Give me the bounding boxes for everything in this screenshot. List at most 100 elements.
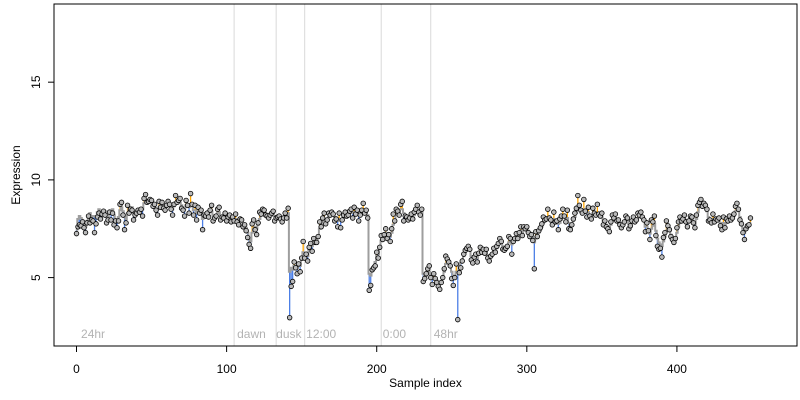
- data-point: [689, 214, 695, 220]
- data-point: [270, 208, 276, 214]
- data-point: [563, 219, 569, 225]
- segment-label-1: dawn: [237, 327, 266, 341]
- data-point: [375, 255, 381, 261]
- data-point: [115, 218, 122, 224]
- data-point: [300, 238, 306, 245]
- data-point: [698, 196, 704, 203]
- data-point: [567, 227, 574, 233]
- segment-label-0: 24hr: [81, 327, 105, 341]
- data-point: [181, 213, 188, 219]
- data-point: [205, 214, 212, 220]
- data-point: [746, 222, 752, 228]
- data-point: [564, 207, 571, 213]
- data-point: [357, 212, 363, 218]
- data-point: [316, 219, 323, 225]
- data-point: [492, 249, 498, 255]
- data-point: [148, 197, 155, 204]
- data-point: [438, 279, 444, 286]
- data-point: [130, 217, 137, 223]
- x-axis-title: Sample index: [389, 376, 462, 390]
- data-point: [318, 224, 324, 230]
- data-point: [422, 275, 428, 282]
- data-point: [651, 213, 658, 219]
- data-point: [193, 217, 200, 223]
- data-point: [483, 246, 489, 252]
- segment-label-2: dusk: [276, 327, 302, 341]
- data-point: [81, 225, 87, 231]
- data-point: [238, 217, 245, 223]
- data-point: [731, 211, 737, 217]
- data-point: [321, 210, 327, 216]
- data-point: [627, 223, 634, 229]
- data-point: [383, 226, 389, 232]
- data-point: [303, 251, 309, 257]
- data-point: [662, 229, 668, 236]
- y-axis-title: Expression: [9, 145, 23, 204]
- y-tick-label: 5: [29, 274, 43, 281]
- data-point: [324, 217, 330, 223]
- data-point: [244, 234, 251, 241]
- y-tick-label: 15: [29, 75, 43, 89]
- data-point: [166, 201, 173, 208]
- data-point: [663, 218, 670, 224]
- data-point: [208, 202, 215, 208]
- data-point: [672, 235, 679, 242]
- data-point: [645, 227, 652, 234]
- data-point: [686, 218, 692, 224]
- data-point: [458, 265, 464, 271]
- data-point: [250, 217, 257, 223]
- data-point: [241, 222, 248, 228]
- data-point: [366, 287, 372, 294]
- data-point: [582, 208, 589, 214]
- data-point: [184, 202, 191, 208]
- data-point: [288, 283, 294, 290]
- data-point: [551, 209, 557, 215]
- data-point: [368, 282, 374, 289]
- data-point: [459, 258, 465, 264]
- data-point: [419, 206, 425, 212]
- data-point: [530, 237, 536, 244]
- data-point: [417, 212, 423, 218]
- data-point: [123, 220, 129, 226]
- data-point: [162, 207, 168, 213]
- data-point: [528, 231, 535, 238]
- data-point: [121, 227, 128, 233]
- data-point: [377, 244, 383, 251]
- data-point: [660, 234, 667, 241]
- x-tick-label: 0: [73, 362, 80, 376]
- data-point: [741, 236, 748, 243]
- data-point: [734, 200, 740, 207]
- data-point: [585, 204, 592, 210]
- data-point: [633, 217, 640, 223]
- data-point: [187, 190, 194, 197]
- data-point: [548, 217, 554, 223]
- data-point: [232, 211, 239, 217]
- data-point: [486, 258, 492, 264]
- data-point: [545, 206, 551, 212]
- data-point: [387, 238, 393, 245]
- data-point: [615, 217, 622, 223]
- data-point: [452, 274, 458, 281]
- y-tick-label: 10: [29, 173, 43, 187]
- data-point: [681, 212, 688, 218]
- data-point: [102, 212, 108, 218]
- data-point: [572, 210, 578, 216]
- data-point: [722, 225, 728, 231]
- data-point: [704, 206, 710, 212]
- data-point: [124, 202, 131, 208]
- data-point: [467, 246, 473, 252]
- data-point: [235, 222, 242, 228]
- data-point: [576, 202, 583, 208]
- data-point: [599, 210, 605, 216]
- data-point: [534, 233, 541, 240]
- data-point: [693, 212, 700, 218]
- data-point: [602, 218, 608, 224]
- data-point: [168, 206, 174, 212]
- data-point: [575, 192, 581, 199]
- data-point: [313, 239, 320, 246]
- data-point: [380, 236, 386, 243]
- segment-label-5: 48hr: [434, 327, 458, 341]
- data-point: [330, 211, 336, 217]
- data-point: [569, 222, 575, 228]
